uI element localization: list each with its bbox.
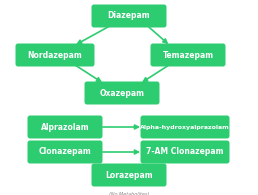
FancyBboxPatch shape <box>92 4 166 27</box>
Text: Alprazolam: Alprazolam <box>41 122 89 131</box>
FancyBboxPatch shape <box>28 141 102 163</box>
Text: Lorazepam: Lorazepam <box>105 170 153 180</box>
Text: Alpha-hydroxyalprazolam: Alpha-hydroxyalprazolam <box>140 124 230 129</box>
FancyBboxPatch shape <box>85 82 159 105</box>
FancyBboxPatch shape <box>141 141 230 163</box>
Text: Nordazepam: Nordazepam <box>28 51 82 59</box>
Text: Oxazepam: Oxazepam <box>100 89 144 98</box>
Text: Clonazepam: Clonazepam <box>39 147 91 157</box>
Text: Temazepam: Temazepam <box>163 51 214 59</box>
Text: 7-AM Clonazepam: 7-AM Clonazepam <box>146 147 224 157</box>
FancyBboxPatch shape <box>92 163 166 186</box>
FancyBboxPatch shape <box>150 43 225 66</box>
FancyBboxPatch shape <box>15 43 94 66</box>
Text: Diazepam: Diazepam <box>108 12 150 20</box>
FancyBboxPatch shape <box>28 115 102 138</box>
FancyBboxPatch shape <box>141 115 230 138</box>
Text: (No Metabolites): (No Metabolites) <box>109 192 149 195</box>
